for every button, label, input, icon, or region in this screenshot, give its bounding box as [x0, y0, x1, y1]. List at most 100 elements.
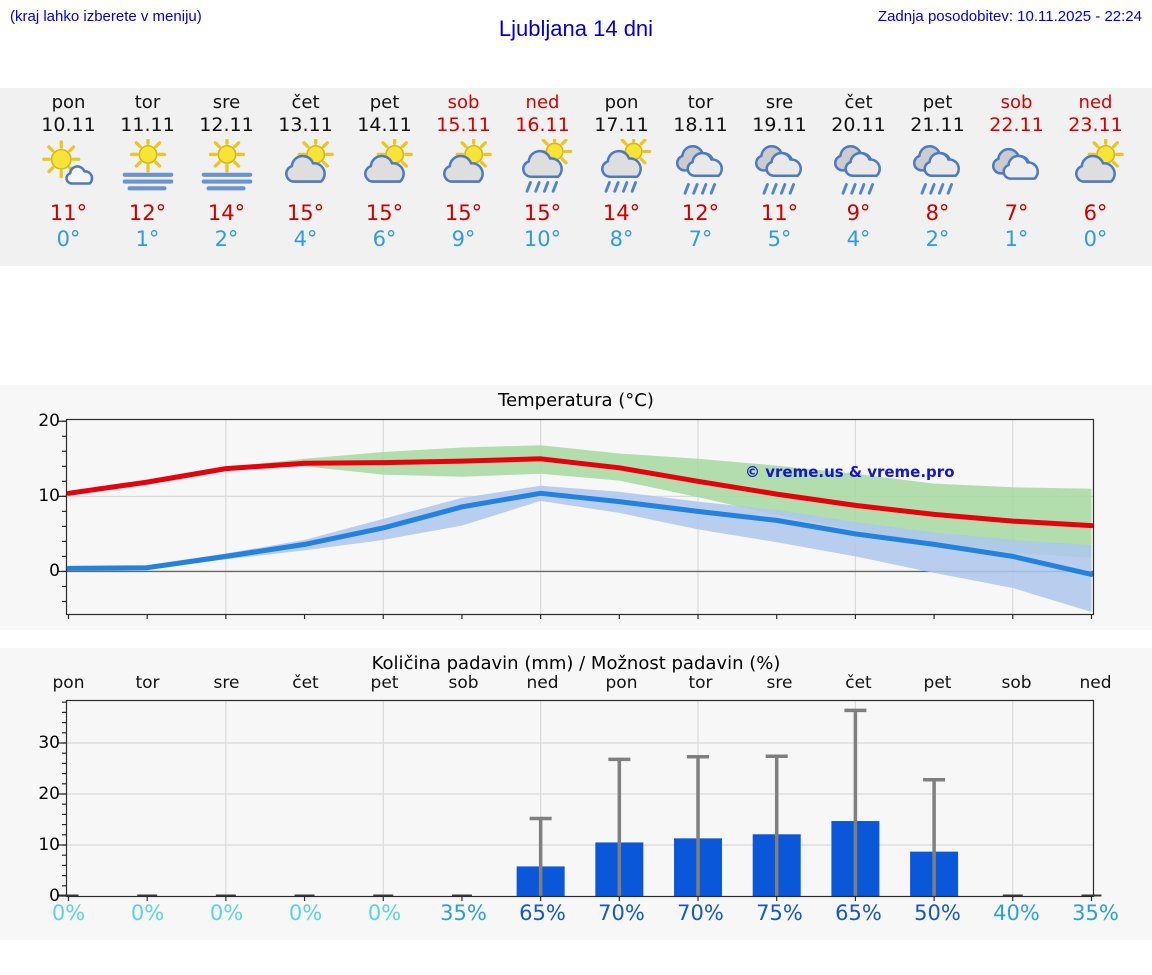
max-range-band	[68, 445, 1092, 558]
tmax-label: 14°	[207, 201, 246, 225]
weather-icon	[661, 137, 740, 199]
precip-probability-label: 40%	[993, 901, 1040, 925]
cloud-sun-icon	[284, 139, 334, 183]
day-name: čet	[291, 92, 320, 113]
precip-day-labels: pon tor sre čet pet sob ned pon tor sre čet pet sob n…	[29, 673, 1135, 693]
cloud-sun-rain-icon	[600, 139, 651, 193]
y-tick-label: 10	[38, 835, 60, 855]
day-name: čet	[844, 92, 873, 113]
tmin-label: 5°	[767, 227, 792, 251]
tmin-label: 8°	[609, 227, 634, 251]
day-date: 17.11	[594, 114, 649, 136]
day-column: ned 16.11 15° 10°	[503, 88, 582, 253]
day-name: sob	[1000, 92, 1033, 113]
day-name: tor	[134, 92, 161, 113]
precip-probability-label: 35%	[1072, 901, 1119, 925]
day-column: pon 10.11 11° 0°	[29, 88, 108, 253]
day-name: sre	[212, 92, 241, 113]
precip-day-label: ned	[526, 673, 559, 693]
tmax-label: 12°	[681, 201, 720, 225]
day-name: sob	[447, 92, 480, 113]
precip-probability-label: 35%	[440, 901, 487, 925]
precip-bar-zero	[137, 894, 158, 897]
cloud-sun-icon	[1074, 139, 1124, 183]
day-column: tor 11.11 12° 1°	[108, 88, 187, 253]
precip-bars	[58, 821, 1102, 897]
sun-small-cloud-icon	[41, 140, 93, 185]
day-date: 12.11	[199, 114, 254, 136]
tmax-label: 7°	[1004, 201, 1029, 225]
axis-ticks	[58, 701, 1093, 901]
day-name: ned	[1078, 92, 1113, 113]
gridlines	[66, 700, 1094, 897]
precip-day-label: sob	[1001, 673, 1032, 693]
day-column: pon 17.11 14° 8°	[582, 88, 661, 253]
tmax-label: 15°	[365, 201, 404, 225]
precip-day-label: ned	[1079, 673, 1112, 693]
tmin-label: 7°	[688, 227, 713, 251]
precip-probability-label: 0%	[209, 901, 244, 925]
y-tick-label: 0	[49, 886, 60, 906]
page-title: Ljubljana 14 dni	[498, 16, 654, 41]
min-temp-line	[66, 490, 1094, 577]
max-temp-line	[66, 456, 1094, 529]
day-column: sre 12.11 14° 2°	[187, 88, 266, 253]
weather-icon	[108, 137, 187, 199]
plot-frame	[65, 418, 1095, 616]
day-date: 14.11	[357, 114, 412, 136]
y-tick-label: 10	[38, 486, 60, 507]
precip-probability-label: 50%	[914, 901, 961, 925]
day-name: pon	[51, 92, 86, 113]
day-name: sre	[765, 92, 794, 113]
cloud-rain-icon	[675, 145, 723, 195]
temperature-chart: Temperatura (°C) © vreme.us & vreme.pro …	[0, 385, 1152, 630]
day-date: 11.11	[120, 114, 175, 136]
tmin-label: 10°	[523, 227, 562, 251]
precip-day-label: čet	[845, 673, 872, 693]
precip-bar-zero	[215, 894, 236, 897]
day-column: sob 15.11 15° 9°	[424, 88, 503, 253]
precip-whiskers	[529, 708, 946, 896]
precip-probability-label: 65%	[519, 901, 566, 925]
temperature-plot	[58, 418, 1095, 619]
precip-day-label: pet	[370, 673, 399, 693]
day-column: pet 14.11 15° 6°	[345, 88, 424, 253]
axis-ticks	[58, 420, 1093, 619]
clouds-icon	[991, 147, 1039, 180]
day-column: čet 20.11 9° 4°	[819, 88, 898, 253]
watermark: © vreme.us & vreme.pro	[745, 463, 955, 481]
precip-bar-zero	[451, 894, 472, 897]
y-tick-label: 20	[38, 784, 60, 804]
day-date: 13.11	[278, 114, 333, 136]
tmin-label: 4°	[293, 227, 318, 251]
precip-day-label: pon	[605, 673, 638, 693]
plot-frame	[65, 699, 1095, 898]
precip-bar-zero	[1002, 894, 1023, 897]
cloud-sun-rain-icon	[521, 139, 572, 193]
tmax-label: 11°	[760, 201, 799, 225]
tmin-label: 0°	[56, 227, 81, 251]
weather-icon	[898, 137, 977, 199]
precip-probability-label: 75%	[756, 901, 803, 925]
tmax-label: 15°	[523, 201, 562, 225]
tmax-label: 12°	[128, 201, 167, 225]
tmin-label: 1°	[135, 227, 160, 251]
weather-icon	[345, 137, 424, 199]
tmax-label: 15°	[444, 201, 483, 225]
cloud-sun-icon	[363, 139, 413, 183]
day-date: 23.11	[1068, 114, 1123, 136]
weather-icon	[424, 137, 503, 199]
precip-day-label: pet	[923, 673, 952, 693]
precipitation-chart-title: Količina padavin (mm) / Možnost padavin …	[371, 653, 781, 674]
precip-bar-zero	[58, 894, 79, 897]
tmin-label: 6°	[372, 227, 397, 251]
day-date: 21.11	[910, 114, 965, 136]
weather-icon	[977, 137, 1056, 199]
tmax-label: 9°	[846, 201, 871, 225]
cloud-rain-icon	[754, 145, 802, 195]
precip-day-label: pon	[52, 673, 85, 693]
tmax-label: 11°	[49, 201, 88, 225]
day-name: pon	[604, 92, 639, 113]
precip-day-label: sob	[448, 673, 479, 693]
tmin-label: 0°	[1083, 227, 1108, 251]
